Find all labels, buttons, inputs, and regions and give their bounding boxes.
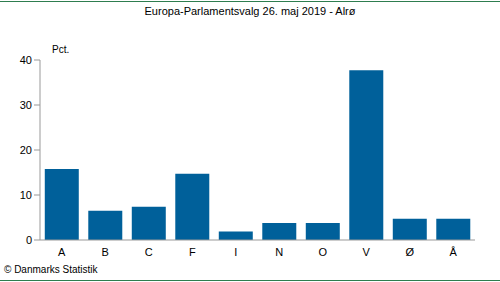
html-text:Europa-Parlamentsvalg 26. maj: Europa-Parlamentsvalg 26. maj 2019 - Alr… (144, 5, 356, 17)
svg-text:20: 20 (20, 144, 32, 156)
svg-text:F: F (189, 246, 196, 258)
svg-text:Ø: Ø (405, 246, 414, 258)
html-text:Pct.: Pct. (52, 44, 70, 55)
svg-text:N: N (275, 246, 283, 258)
svg-text:B: B (102, 246, 109, 258)
html-text:© Danmarks Statistik: © Danmarks Statistik (4, 264, 98, 275)
svg-text:O: O (318, 246, 327, 258)
svg-text:Å: Å (450, 246, 458, 258)
svg-text:A: A (58, 246, 66, 258)
svg-text:0: 0 (26, 234, 32, 246)
svg-text:10: 10 (20, 189, 32, 201)
svg-text:40: 40 (20, 54, 32, 66)
svg-text:C: C (145, 246, 153, 258)
svg-text:I: I (234, 246, 237, 258)
svg-text:30: 30 (20, 99, 32, 111)
svg-text:V: V (363, 246, 371, 258)
